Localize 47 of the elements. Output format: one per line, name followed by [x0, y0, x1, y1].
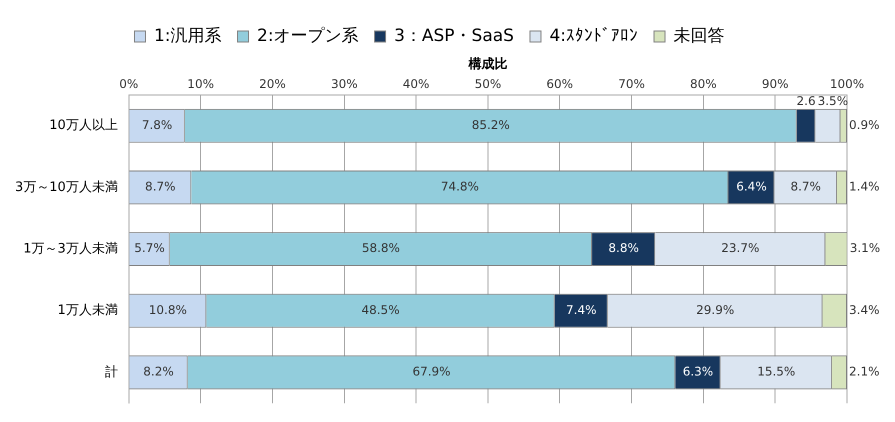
x-tick-label: 30%: [330, 76, 358, 91]
y-tick-label: 3万～10万人未満: [14, 180, 118, 195]
data-label: 1.4%: [849, 180, 880, 194]
y-tick-label: 10万人以上: [49, 118, 118, 134]
data-label: 3.1%: [850, 241, 880, 256]
data-label: 58.8%: [362, 241, 400, 256]
legend-label: 3：ASP・SaaS: [394, 26, 514, 46]
data-label: 85.2%: [472, 118, 510, 132]
data-label: 3.4%: [849, 302, 880, 317]
data-label: 0.9%: [849, 118, 880, 132]
x-axis-title: 構成比: [467, 57, 508, 72]
y-tick-label: 1万～3万人未満: [23, 241, 118, 256]
data-label: 2.1%: [849, 364, 880, 379]
data-label: 74.8%: [440, 180, 479, 194]
data-label: 67.9%: [412, 364, 451, 379]
x-tick-label: 50%: [474, 76, 502, 91]
data-label: 6.4%: [736, 180, 767, 194]
data-label: 8.7%: [145, 180, 176, 194]
x-tick-label: 40%: [402, 76, 430, 91]
x-tick-label: 20%: [259, 76, 286, 91]
data-label: 6.3%: [682, 364, 714, 379]
data-label: 8.8%: [608, 241, 639, 256]
data-label: 29.9%: [696, 302, 734, 317]
data-label: 15.5%: [757, 364, 796, 379]
legend-label: 2:オープン系: [257, 26, 359, 46]
x-tick-label: 80%: [690, 76, 717, 91]
legend-label: 1:汎用系: [154, 26, 222, 46]
data-label: 7.4%: [566, 302, 597, 317]
data-label: 2.6: [796, 94, 816, 108]
y-tick-label: 計: [104, 364, 118, 380]
x-tick-label: 10%: [187, 76, 214, 91]
data-label: 3.5%: [818, 94, 848, 108]
y-tick-label: 1万人未満: [58, 303, 118, 318]
data-label: 5.7%: [134, 241, 165, 256]
x-tick-label: 0%: [119, 76, 138, 91]
data-label: 48.5%: [361, 302, 400, 317]
data-label: 23.7%: [721, 241, 760, 256]
data-label: 8.2%: [143, 364, 174, 379]
data-label: 7.8%: [142, 118, 172, 132]
x-tick-label: 70%: [618, 76, 645, 91]
legend-label: 4:ｽﾀﾝﾄﾞｱﾛﾝ: [549, 26, 638, 46]
data-label: 8.7%: [790, 180, 821, 194]
x-tick-label: 100%: [830, 76, 864, 91]
x-tick-label: 60%: [546, 76, 574, 91]
x-tick-label: 90%: [762, 76, 789, 91]
data-label: 10.8%: [148, 302, 187, 317]
legend-label: 未回答: [674, 26, 725, 46]
